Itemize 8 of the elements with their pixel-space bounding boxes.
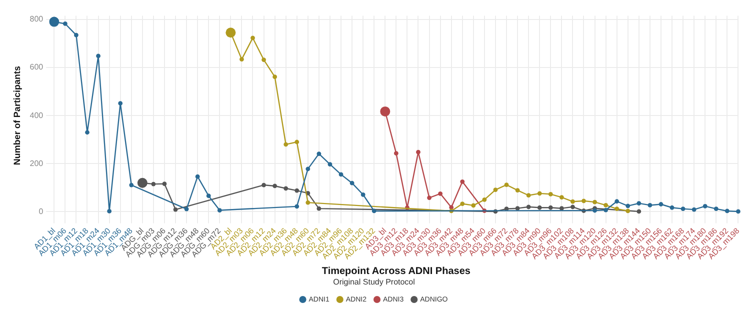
legend-title: Original Study Protocol [333, 278, 416, 287]
y-tick-label: 600 [30, 62, 44, 72]
y-tick-label: 800 [30, 14, 44, 24]
x-axis-title: Timepoint Across ADNI Phases [322, 266, 471, 278]
y-tick-label: 200 [30, 158, 44, 168]
y-tick-label: 0 [38, 206, 44, 216]
y-tick-label: 400 [30, 110, 44, 120]
y-axis-title: Number of Participants [12, 66, 22, 166]
